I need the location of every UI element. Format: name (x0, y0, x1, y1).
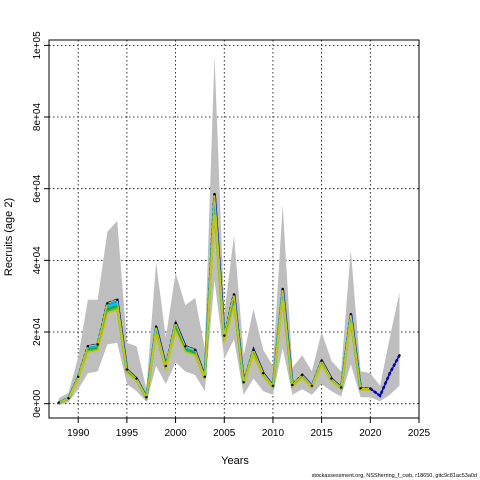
data-point-1992 (96, 343, 99, 346)
data-point-1988 (57, 401, 60, 404)
caption: stockassessment.org, NSSherring_f_cwb, r… (312, 473, 477, 479)
confidence-band-layer (58, 56, 400, 406)
tick-labels: 1990 1995 2000 2005 2010 2015 2020 2025 0e+00 2e+… (32, 31, 431, 439)
data-point-2010 (271, 384, 275, 387)
data-point-1996 (135, 377, 138, 380)
data-point-2002 (193, 348, 197, 352)
data-point-2019 (359, 387, 362, 390)
data-point-1991 (86, 345, 90, 348)
x-tick-label-4: 2010 (262, 428, 285, 439)
axes (44, 39, 420, 423)
y-tick-label-0: 0e+00 (32, 389, 43, 418)
data-point-1998 (154, 325, 158, 328)
data-point-2008 (252, 348, 255, 352)
y-tick-label-4: 8e+04 (32, 103, 43, 132)
data-point-1993 (106, 302, 109, 305)
y-tick-label-3: 6e+04 (32, 174, 43, 203)
data-point-1995 (125, 368, 129, 371)
y-tick-label-2: 4e+04 (32, 246, 43, 275)
data-point-1999 (164, 364, 167, 368)
x-tick-label-7: 2025 (408, 428, 431, 439)
data-point-2012 (291, 383, 294, 387)
data-point-2007 (242, 381, 245, 384)
series-layer (57, 192, 401, 404)
data-point-1997 (145, 396, 148, 399)
data-point-2001 (184, 345, 187, 348)
data-point-2011 (281, 287, 284, 291)
data-point-2003 (203, 375, 206, 378)
x-tick-label-3: 2005 (213, 428, 236, 439)
x-tick-label-5: 2015 (311, 428, 334, 439)
confidence-band (58, 56, 400, 406)
series-line-projection (369, 354, 401, 397)
x-tick-label-1: 1995 (116, 428, 139, 439)
x-tick-label-6: 2020 (359, 428, 382, 439)
x-tick-label-2: 2000 (164, 428, 187, 439)
data-point-2005 (223, 334, 226, 337)
data-point-2018 (349, 312, 352, 316)
data-point-1990 (77, 375, 80, 378)
y-axis-label: Recruits (age 2) (3, 198, 15, 276)
data-point-2016 (330, 377, 333, 380)
series-overlay-5 (58, 214, 371, 404)
data-point-2014 (310, 384, 314, 387)
data-point-2006 (232, 293, 236, 296)
data-point-2017 (339, 386, 343, 389)
x-axis-label: Years (221, 455, 249, 467)
data-point-2015 (320, 359, 323, 362)
y-tick-label-5: 1e+05 (32, 31, 43, 60)
data-point-1994 (116, 298, 119, 301)
data-point-2004 (213, 192, 216, 196)
x-tick-label-0: 1990 (67, 428, 90, 439)
y-tick-label-1: 2e+04 (32, 318, 43, 347)
data-point-1989 (67, 397, 70, 400)
data-point-2000 (174, 321, 177, 325)
grid-lines (49, 40, 419, 418)
data-point-2013 (301, 373, 304, 377)
data-point-2009 (262, 372, 265, 375)
plot-frame (48, 39, 420, 419)
